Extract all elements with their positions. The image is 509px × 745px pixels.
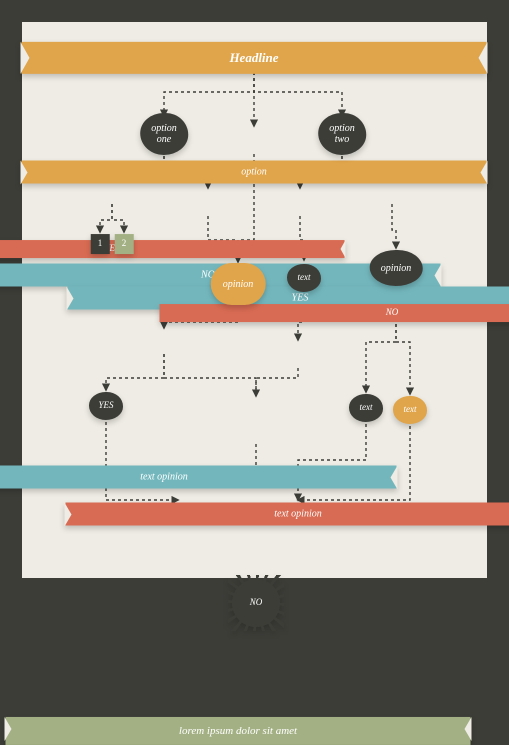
node-label: text opinion [140,472,188,483]
node-sq1: 1 [91,234,110,254]
node-label: text [298,273,311,283]
node-text_sm: text [287,264,321,292]
node-opinion_r: opinion [370,250,423,286]
node-option_one: optionone [140,113,188,155]
node-no_star: NO [232,579,280,627]
node-label: NO [386,308,399,318]
node-opinion_o: opinion [211,263,266,305]
node-label: NO [232,579,280,627]
edge [164,354,256,396]
node-label: optiontwo [329,123,355,145]
node-lorem: lorem ipsum dolor sit amet [6,717,471,745]
edge [298,424,366,500]
node-text_r1: text [349,394,383,422]
node-option_two: optiontwo [318,113,366,155]
node-label: option [241,167,267,178]
node-headline: Headline [22,42,487,74]
node-label: YES [292,293,309,304]
node-label: lorem ipsum dolor sit amet [179,725,297,737]
node-label: opinion [223,279,254,290]
flowchart-canvas: Headline optionone option optiontwo YES NO YES… [22,22,487,578]
edge [106,354,164,390]
edge [256,368,298,396]
node-sq2: 2 [115,234,134,254]
node-label: optionone [151,123,177,145]
node-text_opinion1: text opinion [0,466,397,489]
node-label: 2 [122,239,127,249]
node-option_mid: option [22,161,487,184]
node-label: 1 [98,239,103,249]
node-label: Headline [229,51,278,65]
node-yes_l: YES [0,240,345,258]
node-label: text [360,403,373,413]
node-yes_bl: YES [89,392,123,420]
node-text_r2: text [393,396,427,424]
node-no_r: NO [160,304,509,322]
node-label: text [404,405,417,415]
node-label: YES [98,401,113,411]
node-label: text opinion [274,509,322,520]
node-text_opinion2: text opinion [66,503,509,526]
node-label: opinion [381,263,412,274]
